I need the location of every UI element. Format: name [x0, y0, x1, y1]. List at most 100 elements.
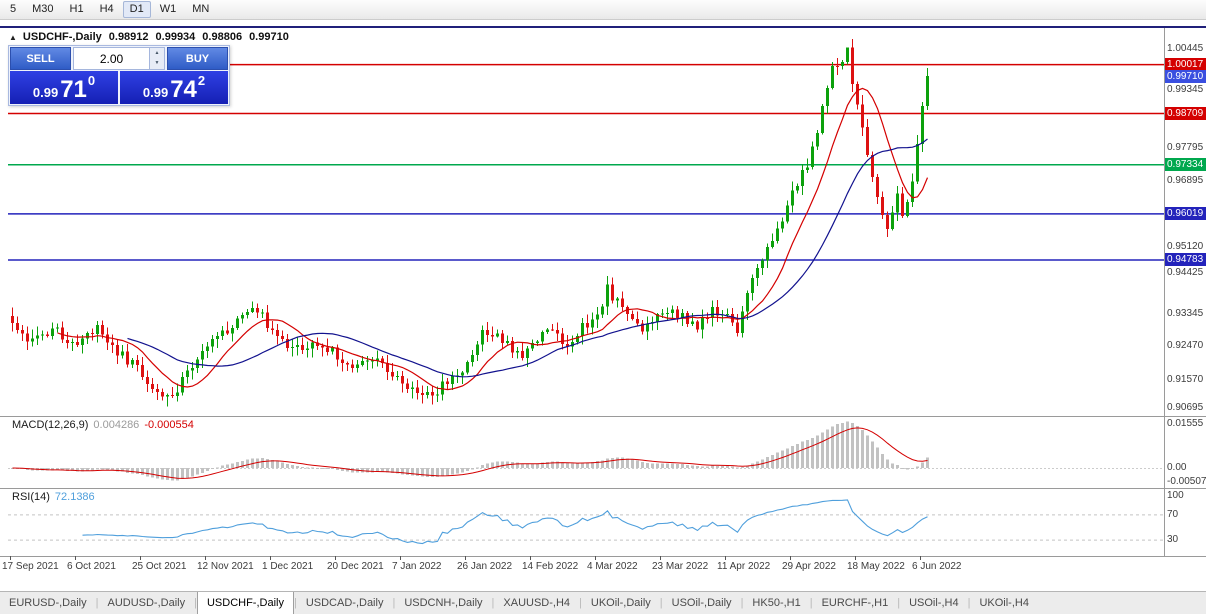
chart-window-top-frame — [0, 26, 1206, 28]
chart-tab-xauusd-h4[interactable]: XAUUSD-,H4 — [503, 597, 571, 609]
one-click-trading-panel: SELL 2.00 ▲ ▼ BUY 0.99 71 0 0.99 74 2 — [8, 45, 230, 106]
time-axis-label: 17 Sep 2021 — [2, 561, 59, 572]
price-axis-label: 0.97795 — [1167, 141, 1204, 153]
ohlc-high: 0.99934 — [155, 31, 196, 43]
time-axis-label: 6 Jun 2022 — [912, 561, 962, 572]
volume-control: 2.00 ▲ ▼ — [73, 47, 165, 70]
volume-decrease-button[interactable]: ▼ — [150, 58, 164, 69]
time-axis-label: 23 Mar 2022 — [652, 561, 709, 572]
ma-slow-line — [127, 138, 928, 378]
time-axis-label: 25 Oct 2021 — [132, 561, 187, 572]
rsi-axis-label: 30 — [1167, 534, 1179, 546]
volume-increase-button[interactable]: ▲ — [150, 48, 164, 59]
buy-button[interactable]: BUY — [167, 47, 228, 70]
symbol-name: USDCHF-,Daily — [22, 31, 102, 43]
price-axis-label: 0.95120 — [1167, 241, 1204, 253]
tab-separator: | — [967, 597, 971, 609]
macd-axis-label: -0.00507 — [1167, 476, 1206, 488]
timeframe-button-h1[interactable]: H1 — [69, 3, 84, 15]
timeframe-button-mn[interactable]: MN — [192, 3, 210, 15]
chart-tab-usdcad-daily[interactable]: USDCAD-,Daily — [305, 597, 384, 609]
symbol-info: ▲ USDCHF-,Daily 0.98912 0.99934 0.98806 … — [9, 31, 289, 43]
time-axis-label: 26 Jan 2022 — [457, 561, 513, 572]
tab-separator: | — [194, 597, 197, 609]
sell-price-display[interactable]: 0.99 71 0 — [10, 71, 118, 104]
chart-tab-usdcnh-daily[interactable]: USDCNH-,Daily — [404, 597, 483, 609]
buy-price-display[interactable]: 0.99 74 2 — [120, 71, 228, 104]
buy-price-prefix: 0.99 — [142, 85, 169, 100]
macd-axis-label: 0.00 — [1167, 462, 1187, 473]
time-axis-label: 7 Jan 2022 — [392, 561, 442, 572]
price-level-badge: 0.96019 — [1165, 207, 1206, 221]
time-axis-label: 12 Nov 2021 — [197, 561, 254, 572]
sell-price-point: 0 — [87, 73, 96, 88]
tab-separator: | — [740, 597, 744, 609]
price-axis-label: 0.93345 — [1167, 307, 1204, 319]
tab-separator: | — [897, 597, 901, 609]
macd-axis-label: 0.01555 — [1167, 417, 1204, 429]
timeframe-button-d1[interactable]: D1 — [122, 1, 151, 18]
tab-separator: | — [579, 597, 582, 609]
sell-button[interactable]: SELL — [10, 47, 71, 70]
chart-tab-bar: EURUSD-,Daily | AUDUSD-,Daily | USDCHF-,Dail… — [0, 591, 1206, 614]
chart-tab-eurusd-daily[interactable]: EURUSD-,Daily — [9, 597, 87, 609]
sell-price-prefix: 0.99 — [32, 85, 59, 100]
price-axis-label: 0.90695 — [1167, 402, 1204, 413]
tab-separator: | — [659, 597, 663, 609]
macd-signal-line — [12, 427, 928, 479]
sell-price-pips: 71 — [60, 76, 87, 103]
time-axis-label: 20 Dec 2021 — [327, 561, 384, 572]
rsi-name: RSI(14) — [12, 491, 50, 503]
rsi-indicator-label: RSI(14) 72.1386 — [12, 491, 95, 503]
time-axis-label: 4 Mar 2022 — [587, 561, 638, 572]
price-level-badge: 1.00017 — [1165, 58, 1206, 72]
tab-separator: | — [809, 597, 813, 609]
rsi-line — [82, 499, 928, 545]
rsi-axis-label: 100 — [1167, 490, 1184, 501]
timeframe-button-h4[interactable]: H4 — [99, 3, 114, 15]
tab-separator: | — [293, 597, 297, 609]
timeframe-button-m30[interactable]: M30 — [32, 3, 54, 15]
chart-tab-eurchf-h1[interactable]: EURCHF-,H1 — [821, 597, 889, 609]
chart-tab-audusd-daily[interactable]: AUDUSD-,Daily — [107, 597, 186, 609]
time-axis-label: 6 Oct 2021 — [67, 561, 116, 572]
oneclick-collapse-icon[interactable]: ▲ — [9, 32, 17, 42]
price-axis-label: 0.92470 — [1167, 340, 1204, 352]
time-axis-label: 11 Apr 2022 — [717, 561, 771, 572]
timeframe-button-w1[interactable]: W1 — [159, 3, 177, 15]
macd-name: MACD(12,26,9) — [12, 419, 89, 431]
one-click-controls-row: SELL 2.00 ▲ ▼ BUY — [9, 46, 229, 71]
ohlc-close: 0.99710 — [249, 31, 289, 43]
price-level-badge: 0.99710 — [1165, 69, 1206, 83]
tab-separator: | — [392, 597, 396, 609]
macd-main-value: 0.004286 — [93, 419, 140, 431]
rsi-axis-label: 70 — [1167, 508, 1179, 520]
chart-tab-hk50-h1[interactable]: HK50-,H1 — [752, 597, 801, 609]
macd-indicator-label: MACD(12,26,9) 0.004286 -0.000554 — [12, 419, 194, 431]
volume-input[interactable]: 2.00 — [73, 47, 150, 70]
chart-tab-ukoil-daily[interactable]: UKOil-,Daily — [590, 597, 651, 609]
price-axis-label: 0.94425 — [1167, 267, 1204, 279]
price-level-badge: 0.94783 — [1165, 253, 1206, 267]
chart-tab-usoil-h4[interactable]: USOil-,H4 — [909, 597, 959, 609]
chart-tab-usoil-daily[interactable]: USOil-,Daily — [671, 597, 732, 609]
tab-separator: | — [491, 597, 495, 609]
price-axis-label: 1.00445 — [1167, 42, 1204, 54]
one-click-prices-row: 0.99 71 0 0.99 74 2 — [9, 71, 229, 105]
timeframe-button-5[interactable]: 5 — [10, 3, 17, 15]
tab-separator: | — [95, 597, 99, 609]
chart-tab-ukoil-h4[interactable]: UKOil-,H4 — [979, 597, 1029, 609]
candlesticks — [11, 38, 929, 407]
buy-price-pips: 74 — [170, 76, 197, 103]
macd-signal-value: -0.000554 — [144, 419, 194, 431]
timeframe-toolbar: 5 M30 H1 H4 D1 W1 MN — [0, 0, 1206, 20]
ma-fast-line — [57, 87, 929, 391]
time-axis-label: 18 May 2022 — [847, 561, 905, 572]
volume-spinner: ▲ ▼ — [150, 47, 165, 70]
chart-tab-usdchf-daily[interactable]: USDCHF-,Daily — [196, 592, 294, 614]
buy-price-point: 2 — [197, 73, 206, 88]
ohlc-low: 0.98806 — [202, 31, 243, 43]
time-axis-label: 14 Feb 2022 — [522, 561, 579, 572]
price-axis-label: 0.96895 — [1167, 175, 1204, 187]
